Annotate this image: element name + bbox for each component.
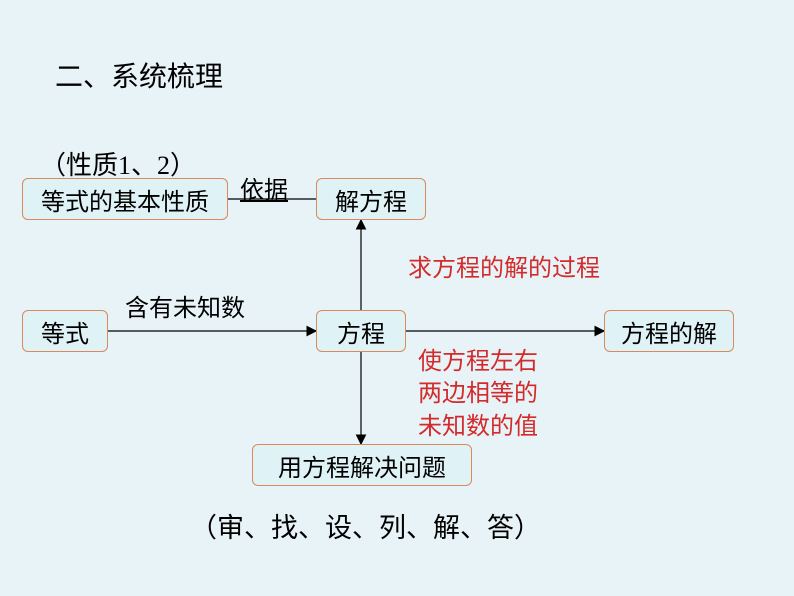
node-basic-property: 等式的基本性质 (22, 178, 228, 220)
node-solution: 方程的解 (604, 310, 734, 352)
subtitle-properties: （性质1、2） (40, 145, 196, 182)
node-solve-equation: 解方程 (316, 178, 426, 220)
section-title: 二、系统梳理 (55, 55, 223, 95)
edge-label-makes-equal: 使方程左右两边相等的未知数的值 (418, 346, 538, 443)
node-apply: 用方程解决问题 (252, 444, 472, 486)
node-equality: 等式 (22, 310, 108, 352)
edge-label-basis: 依据 (240, 170, 288, 205)
footer-steps: （审、找、设、列、解、答） (190, 506, 541, 545)
edge-label-contains-unknown: 含有未知数 (125, 288, 245, 323)
edge-label-process: 求方程的解的过程 (408, 248, 600, 283)
node-equation: 方程 (316, 310, 406, 352)
